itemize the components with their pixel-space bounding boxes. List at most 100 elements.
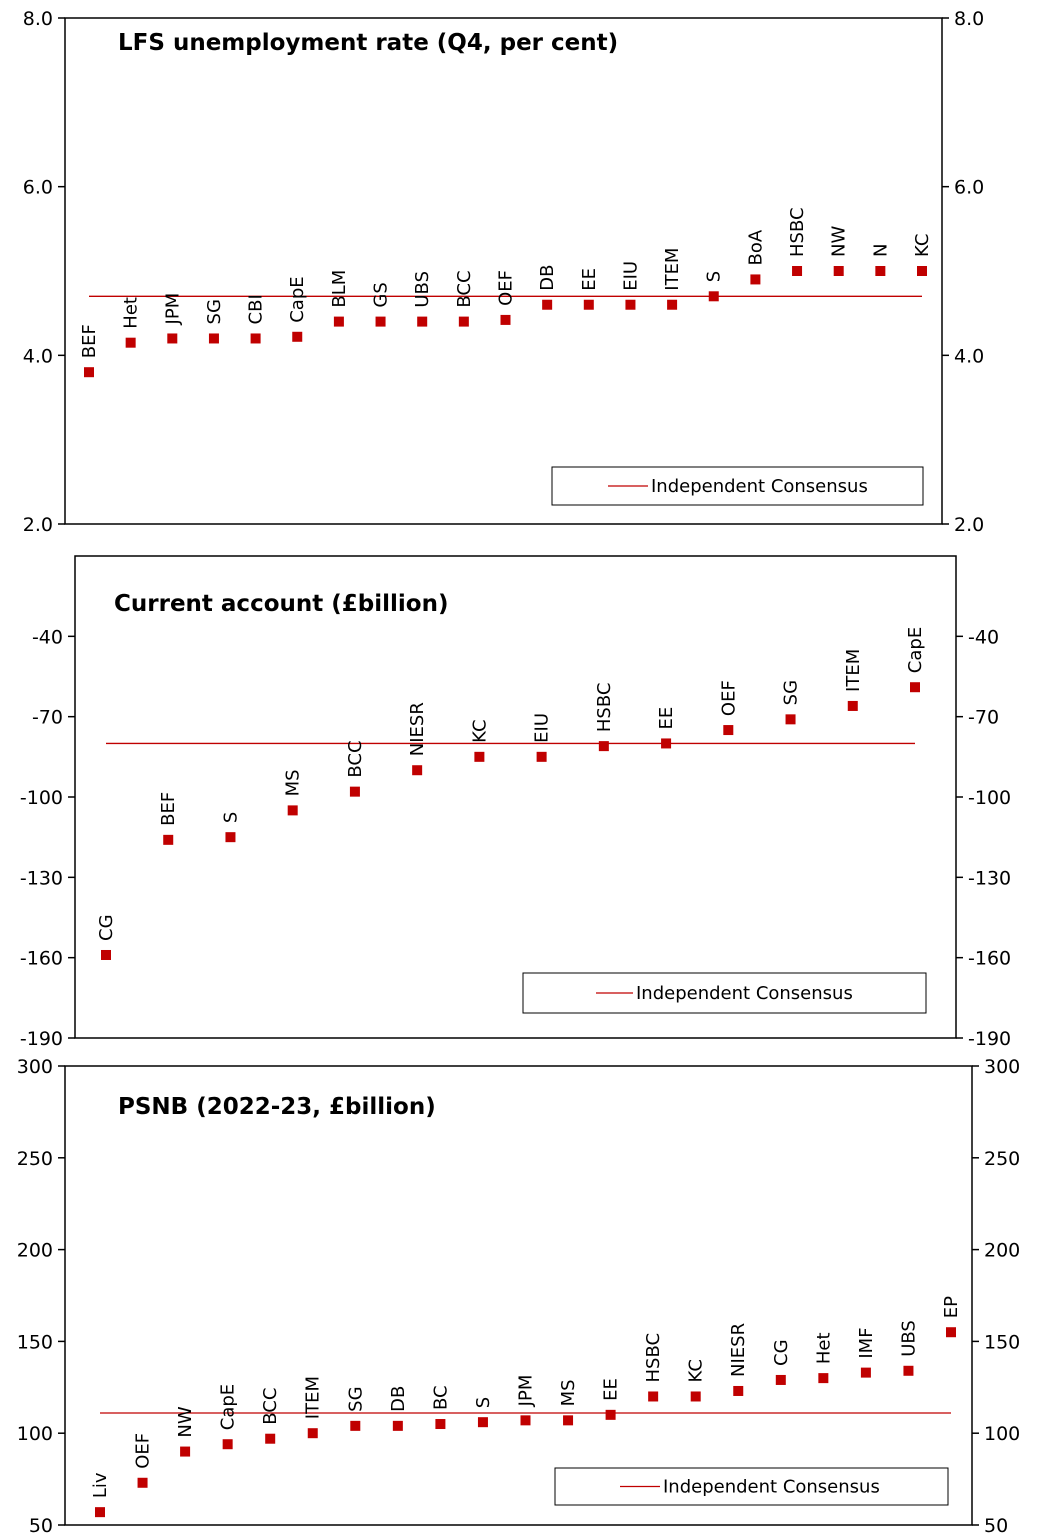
data-point	[392, 1420, 403, 1431]
y-tick-label-left: 250	[17, 1148, 53, 1170]
chart-2: -190 -190 -160 -160 -130 -130 -100 -100 -70 -70 -4…	[20, 555, 1011, 1050]
data-point	[412, 765, 423, 776]
data-label: KC	[686, 1359, 707, 1382]
data-label: SG	[204, 299, 225, 324]
legend-label: Independent Consensus	[663, 1477, 880, 1498]
data-point	[349, 786, 360, 797]
data-label: EP	[941, 1296, 962, 1318]
data-point	[583, 299, 594, 310]
data-point	[775, 1374, 786, 1385]
data-label: DB	[388, 1386, 409, 1412]
data-label: UBS	[412, 271, 433, 308]
plot-frame	[64, 17, 943, 525]
data-label: OEF	[133, 1433, 154, 1469]
data-point	[733, 1385, 744, 1396]
data-point	[917, 266, 927, 276]
data-point	[477, 1417, 488, 1428]
data-point	[690, 1391, 701, 1402]
data-label: S	[220, 812, 241, 823]
data-point	[847, 700, 858, 711]
y-tick-label-right: -40	[968, 626, 999, 648]
y-tick-label-right: 100	[984, 1423, 1020, 1445]
legend-label: Independent Consensus	[636, 983, 853, 1004]
plot-frame	[64, 1065, 973, 1526]
legend-label: Independent Consensus	[651, 476, 868, 497]
data-point	[222, 1439, 233, 1450]
data-label: EE	[601, 1378, 622, 1401]
data-point	[163, 834, 174, 845]
data-point	[180, 1446, 191, 1457]
data-point	[458, 316, 469, 327]
y-tick-label-left: -190	[20, 1028, 63, 1050]
data-label: ITEM	[843, 649, 864, 692]
data-point	[625, 299, 636, 310]
data-point	[563, 1415, 574, 1426]
y-tick-label-left: -130	[20, 867, 63, 889]
data-point	[101, 949, 111, 960]
data-label: KC	[912, 234, 933, 257]
data-label: BEF	[158, 792, 179, 826]
y-tick-label-left: 300	[17, 1056, 53, 1078]
data-label: CG	[96, 914, 117, 941]
data-label: MS	[558, 1379, 579, 1406]
data-point	[265, 1433, 276, 1444]
data-point	[417, 316, 428, 327]
data-label: NW	[175, 1406, 196, 1437]
data-point	[910, 682, 920, 693]
y-tick-label-left: 4.0	[23, 345, 53, 367]
data-label: BC	[430, 1385, 451, 1410]
data-label: SG	[345, 1386, 366, 1411]
data-label: BCC	[454, 270, 475, 307]
y-tick-label-right: 8.0	[954, 8, 984, 30]
data-label: SG	[781, 680, 802, 705]
data-point	[860, 1367, 871, 1378]
data-point	[598, 741, 609, 752]
data-label: OEF	[496, 270, 517, 306]
data-point	[833, 266, 844, 276]
data-label: Het	[813, 1332, 834, 1364]
data-point	[474, 751, 485, 762]
data-point	[137, 1477, 148, 1488]
data-point	[287, 805, 298, 816]
data-label: Liv	[90, 1472, 111, 1498]
y-tick-label-right: 50	[984, 1515, 1008, 1536]
data-label: MS	[283, 769, 304, 796]
data-point	[750, 274, 761, 285]
data-point	[520, 1415, 531, 1426]
data-label: CBI	[246, 294, 267, 324]
data-label: BoA	[745, 229, 766, 265]
data-point	[125, 337, 136, 348]
data-label: EE	[656, 707, 677, 730]
data-point	[667, 299, 678, 310]
data-label: DB	[537, 265, 558, 291]
data-point	[542, 299, 553, 310]
legend: Independent Consensus	[551, 466, 924, 506]
data-label: BCC	[345, 740, 366, 777]
data-label: BEF	[79, 324, 100, 358]
y-tick-label-right: 4.0	[954, 345, 984, 367]
data-point	[661, 738, 672, 749]
chart-title: Current account (£billion)	[114, 591, 448, 617]
data-point	[792, 266, 803, 276]
y-tick-label-left: 200	[17, 1240, 53, 1262]
data-point	[350, 1420, 361, 1431]
data-point	[785, 714, 796, 725]
data-point	[605, 1409, 616, 1420]
data-label: NW	[829, 226, 850, 257]
data-point	[84, 367, 94, 378]
y-tick-label-left: 150	[17, 1331, 53, 1353]
data-label: HSBC	[643, 1333, 664, 1383]
y-tick-label-right: -100	[968, 787, 1011, 809]
y-tick-label-right: 200	[984, 1240, 1020, 1262]
y-tick-label-left: -40	[32, 626, 63, 648]
data-label: CapE	[287, 276, 308, 322]
data-point	[903, 1365, 914, 1376]
data-label: EIU	[532, 713, 553, 743]
data-point	[818, 1373, 829, 1384]
y-tick-label-left: -160	[20, 948, 63, 970]
data-label: CapE	[218, 1384, 239, 1430]
data-point	[307, 1428, 318, 1439]
data-point	[95, 1507, 105, 1518]
y-tick-label-left: 50	[29, 1515, 53, 1536]
